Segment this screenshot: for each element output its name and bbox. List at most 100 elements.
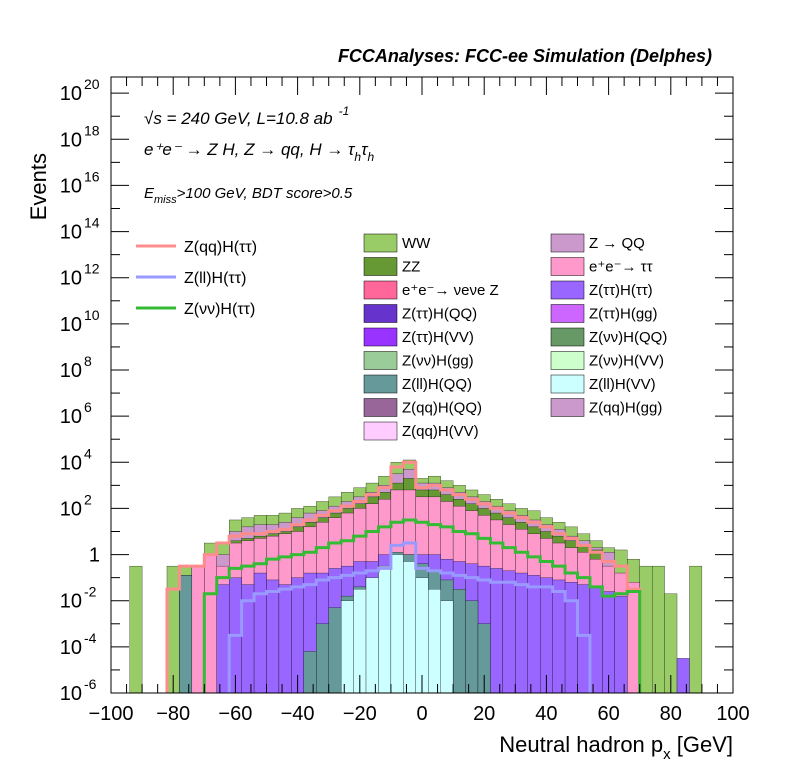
y-tick-label: 10	[60, 637, 82, 659]
bar-4-11	[266, 579, 280, 694]
bar-0-3	[166, 565, 180, 694]
bar-4-35	[564, 582, 578, 694]
bar-4-7	[216, 584, 230, 694]
background-legend-swatch	[550, 374, 585, 394]
y-tick-exponent: 18	[84, 122, 100, 138]
background-legend-label: Z(νν)H(gg)	[402, 353, 474, 370]
background-legend-swatch	[363, 280, 398, 300]
signal-legend: Z(qq)H(ττ) Z(ll)H(ττ) Z(νν)H(ττ)	[136, 239, 257, 318]
x-tick-label: −80	[156, 703, 190, 725]
x-axis-label: Neutral hadron px [GeV]	[499, 732, 733, 763]
background-legend-label: Z(ττ)H(QQ)	[402, 306, 477, 323]
y-tick-exponent: 8	[84, 353, 92, 369]
x-tick-label: −100	[88, 703, 133, 725]
bar-4-29	[490, 568, 504, 694]
background-legend-label: Z → QQ	[589, 235, 645, 252]
x-tick-label: 100	[716, 703, 749, 725]
background-legend-label: Z(qq)H(QQ)	[402, 400, 482, 417]
signal-line-0	[165, 460, 642, 693]
x-tick-label: 40	[535, 703, 557, 725]
bar-5-15	[316, 623, 329, 694]
histogram-bars	[129, 459, 703, 694]
y-tick-exponent: 6	[84, 399, 92, 415]
bar-4-10	[253, 572, 267, 694]
y-axis-label: Events	[26, 153, 51, 220]
y-tick-exponent: 16	[84, 168, 100, 184]
background-legend-label: WW	[402, 235, 431, 252]
background-legend-swatch	[550, 304, 585, 323]
background-legend-swatch	[550, 327, 585, 347]
bar-6-20	[378, 565, 392, 694]
background-legend-label: Z(νν)H(QQ)	[589, 329, 667, 346]
bar-5-27	[465, 600, 479, 694]
y-tick-label: 10	[60, 498, 82, 520]
process-annotation: e⁺e⁻ → Z H, Z → qq, H → τhτh	[144, 140, 374, 164]
bar-3-6	[204, 554, 217, 694]
background-legend-label: Z(νν)H(VV)	[589, 353, 664, 370]
bar-4-44	[676, 658, 690, 694]
background-legend-label: e⁺e⁻→ ττ	[589, 259, 653, 276]
signal-legend-label: Z(ll)H(ττ)	[184, 270, 246, 287]
bar-6-19	[365, 577, 379, 694]
background-legend: WW Z → QQ ZZ e⁺e⁻→ ττ e⁺e⁻→ νeνe Z Z(ττ)H(ττ)…	[363, 233, 667, 441]
bar-0-45	[689, 565, 703, 694]
bar-6-17	[340, 600, 354, 694]
background-legend-label: Z(ττ)H(ττ)	[589, 282, 653, 299]
x-tick-label: 0	[416, 703, 427, 725]
background-legend-swatch	[550, 280, 585, 300]
y-tick-label: 10	[60, 683, 82, 705]
x-tick-label: 80	[660, 703, 682, 725]
background-legend-swatch	[363, 304, 398, 323]
y-tick-label: 10	[60, 591, 82, 613]
cut-annotation: Emiss>100 GeV, BDT score>0.5	[144, 185, 353, 206]
x-tick-labels: −100 −80 −60 −40 −20 0 20 40 60 80 100	[88, 703, 749, 725]
y-tick-label: 10	[60, 406, 82, 428]
bar-0-41	[639, 565, 653, 694]
bar-6-22	[403, 561, 416, 694]
bar-4-30	[502, 570, 516, 694]
background-legend-swatch	[363, 233, 398, 253]
y-tick-exponent: -2	[84, 584, 97, 600]
bar-4-36	[577, 584, 591, 694]
y-tick-exponent: 12	[84, 261, 100, 277]
bar-4-31	[515, 572, 528, 694]
background-legend-swatch	[363, 398, 398, 417]
y-tick-label: 10	[60, 452, 82, 474]
background-legend-swatch	[550, 398, 585, 417]
y-tick-exponent: 14	[84, 215, 100, 231]
y-tick-label: 10	[60, 314, 82, 336]
x-tick-label: 20	[473, 703, 495, 725]
y-tick-label: 1	[89, 545, 100, 567]
background-legend-swatch	[363, 351, 398, 370]
bar-5-4	[179, 575, 193, 694]
y-tick-exponent: 4	[84, 445, 92, 461]
bar-4-37	[589, 586, 603, 694]
bar-5-16	[328, 607, 342, 694]
background-legend-swatch	[550, 233, 585, 253]
background-legend-swatch	[363, 257, 398, 276]
bar-0-0	[129, 565, 143, 694]
signal-legend-label: Z(qq)H(ττ)	[184, 239, 257, 256]
y-tick-exponent: 2	[84, 491, 92, 507]
bar-0-42	[651, 565, 665, 694]
background-legend-swatch	[550, 351, 585, 370]
y-tick-exponent: -4	[84, 630, 97, 646]
background-legend-swatch	[363, 374, 398, 394]
signal-line-2	[202, 518, 642, 693]
x-tick-label: −20	[343, 703, 377, 725]
bar-6-21	[390, 554, 404, 694]
y-tick-label: 10	[60, 360, 82, 382]
bar-3-40	[627, 582, 640, 694]
energy-annotation: √s = 240 GeV, L=10.8 ab -1	[144, 104, 349, 128]
signal-lines	[165, 460, 642, 693]
background-legend-swatch	[363, 421, 398, 441]
y-tick-exponent: 20	[84, 76, 100, 92]
signal-legend-label: Z(νν)H(ττ)	[184, 301, 255, 318]
bar-5-26	[452, 589, 466, 694]
background-legend-label: Z(ll)H(VV)	[589, 376, 656, 393]
axis-ticks	[110, 77, 734, 694]
bar-6-25	[440, 600, 454, 694]
y-tick-label: 10	[60, 222, 82, 244]
